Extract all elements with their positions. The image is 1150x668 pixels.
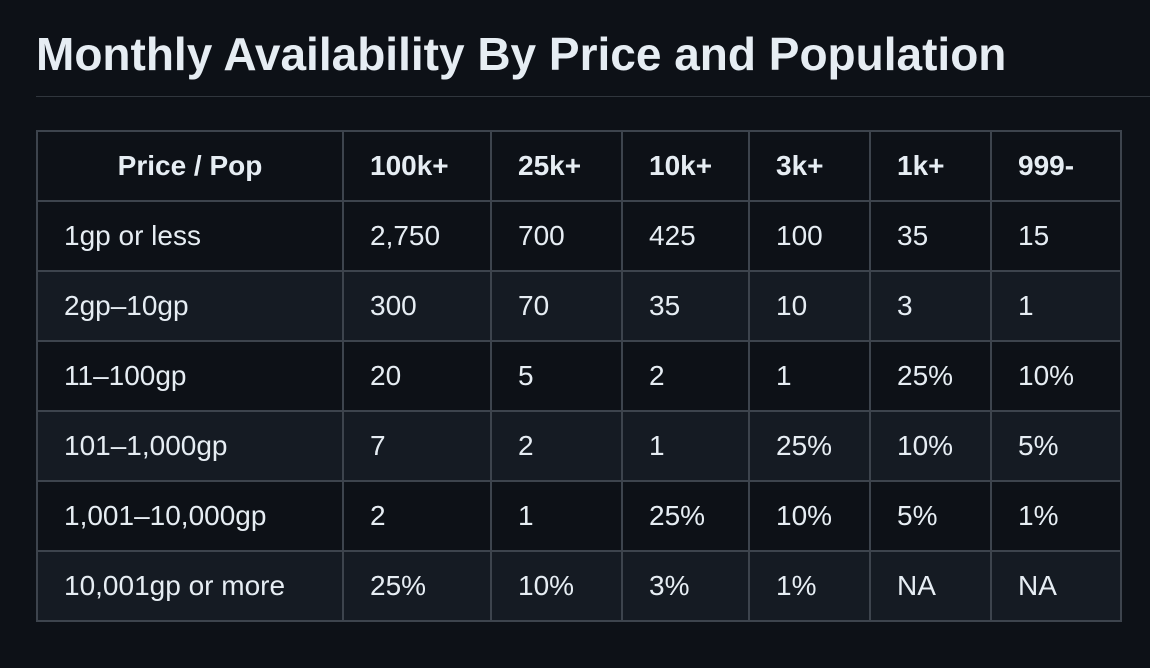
table-cell: 2 [490, 410, 623, 482]
heading-divider [36, 96, 1150, 97]
table-cell: 10% [490, 550, 623, 622]
row-label-cell: 11–100gp [36, 340, 344, 412]
table-cell: 5 [490, 340, 623, 412]
table-header-row: Price / Pop 100k+ 25k+ 10k+ 3k+ 1k+ 999- [36, 130, 1122, 202]
table-cell: NA [869, 550, 992, 622]
column-header-25k: 25k+ [490, 130, 623, 202]
table-cell: 35 [869, 200, 992, 272]
table-cell: 7 [342, 410, 492, 482]
table-cell: 35 [621, 270, 750, 342]
table-cell: 100 [748, 200, 871, 272]
table-cell: 1 [990, 270, 1122, 342]
row-label-cell: 10,001gp or more [36, 550, 344, 622]
table-cell: 425 [621, 200, 750, 272]
table-cell: 2 [342, 480, 492, 552]
table-cell: 2 [621, 340, 750, 412]
table-row: 11–100gp 20 5 2 1 25% 10% [36, 340, 1122, 412]
table-cell: 1% [748, 550, 871, 622]
table-cell: 10% [990, 340, 1122, 412]
row-label-cell: 2gp–10gp [36, 270, 344, 342]
table-row: 101–1,000gp 7 2 1 25% 10% 5% [36, 410, 1122, 482]
table-cell: 25% [342, 550, 492, 622]
table-cell: 10% [748, 480, 871, 552]
table-cell: 20 [342, 340, 492, 412]
table-cell: 10% [869, 410, 992, 482]
table-cell: 15 [990, 200, 1122, 272]
table-cell: 25% [748, 410, 871, 482]
availability-table: Price / Pop 100k+ 25k+ 10k+ 3k+ 1k+ 999-… [36, 130, 1122, 622]
row-label-cell: 1,001–10,000gp [36, 480, 344, 552]
table-cell: 25% [869, 340, 992, 412]
table-cell: 1 [490, 480, 623, 552]
table-row: 10,001gp or more 25% 10% 3% 1% NA NA [36, 550, 1122, 622]
table-cell: 70 [490, 270, 623, 342]
row-label-cell: 1gp or less [36, 200, 344, 272]
table-cell: 1% [990, 480, 1122, 552]
table-row: 2gp–10gp 300 70 35 10 3 1 [36, 270, 1122, 342]
column-header-3k: 3k+ [748, 130, 871, 202]
table-cell: 5% [869, 480, 992, 552]
table-cell: 5% [990, 410, 1122, 482]
column-header-10k: 10k+ [621, 130, 750, 202]
table-cell: 1 [748, 340, 871, 412]
table-cell: 3 [869, 270, 992, 342]
column-header-price-pop: Price / Pop [36, 130, 344, 202]
table-cell: NA [990, 550, 1122, 622]
table-cell: 3% [621, 550, 750, 622]
table-row: 1,001–10,000gp 2 1 25% 10% 5% 1% [36, 480, 1122, 552]
column-header-1k: 1k+ [869, 130, 992, 202]
column-header-100k: 100k+ [342, 130, 492, 202]
table-cell: 10 [748, 270, 871, 342]
page-title: Monthly Availability By Price and Popula… [36, 28, 1007, 80]
table-row: 1gp or less 2,750 700 425 100 35 15 [36, 200, 1122, 272]
table-cell: 300 [342, 270, 492, 342]
table-cell: 25% [621, 480, 750, 552]
table-cell: 700 [490, 200, 623, 272]
row-label-cell: 101–1,000gp [36, 410, 344, 482]
table-cell: 2,750 [342, 200, 492, 272]
column-header-999: 999- [990, 130, 1122, 202]
table-cell: 1 [621, 410, 750, 482]
